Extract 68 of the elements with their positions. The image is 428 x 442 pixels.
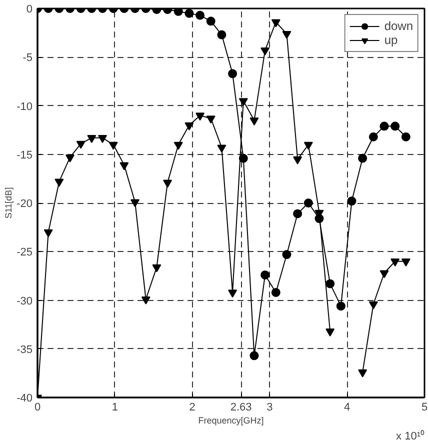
point bbox=[66, 154, 75, 162]
point bbox=[44, 229, 53, 238]
point bbox=[120, 162, 129, 170]
x-tick-label: 2 bbox=[189, 402, 196, 414]
point bbox=[282, 30, 292, 39]
point bbox=[304, 198, 313, 208]
y-tick-label: -30 bbox=[16, 295, 33, 308]
point bbox=[228, 290, 238, 298]
point bbox=[141, 296, 150, 304]
point bbox=[304, 142, 313, 150]
y-tick-label: -5 bbox=[22, 52, 32, 64]
x-tick-label: 4 bbox=[344, 402, 350, 414]
point bbox=[174, 8, 183, 16]
y-tick-label: 0 bbox=[26, 4, 33, 16]
point bbox=[271, 288, 280, 297]
text: x 10¹⁰ bbox=[396, 430, 425, 442]
y-tick-label: -35 bbox=[16, 344, 33, 356]
point bbox=[368, 301, 378, 310]
point bbox=[98, 135, 108, 143]
point bbox=[336, 302, 346, 311]
point bbox=[184, 122, 194, 130]
point bbox=[401, 132, 410, 142]
point bbox=[380, 122, 389, 131]
point bbox=[347, 196, 356, 206]
point bbox=[390, 122, 400, 131]
y-axis-title: S11[dB] bbox=[4, 187, 14, 219]
point bbox=[293, 156, 302, 164]
point bbox=[174, 142, 183, 150]
x-tick-label: 0 bbox=[34, 402, 41, 414]
point bbox=[368, 132, 378, 142]
point bbox=[152, 264, 162, 272]
point bbox=[130, 199, 140, 208]
y-tick-label: -10 bbox=[16, 100, 33, 113]
point bbox=[76, 140, 86, 149]
y-tick-label: -25 bbox=[16, 246, 33, 259]
point bbox=[206, 116, 216, 124]
y-tick-label: -15 bbox=[16, 149, 33, 162]
point bbox=[293, 209, 302, 218]
point bbox=[196, 112, 205, 121]
y-tick-label: -20 bbox=[16, 198, 33, 210]
x-tick-label: 3 bbox=[266, 402, 273, 414]
y-tick-label: -40 bbox=[16, 392, 33, 404]
legend-label: up bbox=[384, 33, 399, 47]
point bbox=[238, 98, 248, 106]
point bbox=[358, 369, 368, 378]
point bbox=[326, 328, 335, 336]
point bbox=[380, 270, 389, 278]
point bbox=[54, 178, 64, 187]
point bbox=[326, 279, 335, 288]
point bbox=[87, 135, 96, 143]
x-tick-label: 1 bbox=[112, 402, 118, 414]
point bbox=[282, 250, 292, 260]
x-tick-label: 5 bbox=[421, 402, 428, 414]
point bbox=[260, 270, 270, 280]
point bbox=[250, 351, 259, 360]
point bbox=[217, 144, 226, 153]
point bbox=[228, 69, 238, 78]
point bbox=[271, 19, 280, 28]
point bbox=[163, 180, 172, 188]
point bbox=[401, 258, 410, 266]
x-axis-title: Frequency[GHz] bbox=[198, 416, 264, 426]
point bbox=[390, 258, 400, 266]
point bbox=[108, 142, 118, 150]
legend-label: down bbox=[384, 19, 413, 33]
point bbox=[250, 118, 259, 126]
x-tick-label: 2.63 bbox=[230, 402, 252, 414]
point bbox=[358, 154, 368, 163]
point bbox=[260, 48, 270, 56]
